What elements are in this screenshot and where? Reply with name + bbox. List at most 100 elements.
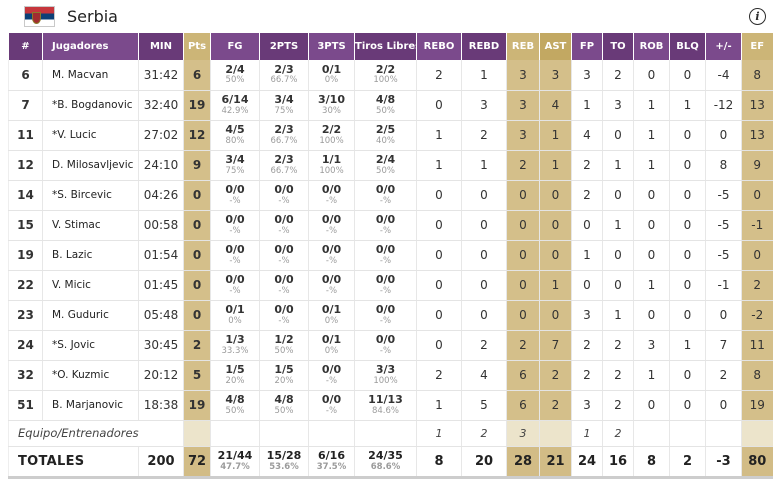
player-minutes: 04:26 [138,180,184,211]
player-rob: 0 [633,240,670,271]
player-minutes: 27:02 [138,120,184,151]
player-free-throws: 2/4 50% [354,150,417,181]
player-row: 51 B. Marjanovic 18:38 19 4/8 50% 4/8 50% … [8,390,773,421]
player-rob: 1 [633,90,670,121]
totals-blq: 2 [669,446,706,478]
player-rebd: 5 [461,390,507,421]
totals-label: TOTALES [8,446,139,478]
player-ef: 0 [741,240,773,271]
col-header-number: # [8,33,43,60]
player-blq: 0 [669,270,706,301]
box-score-table: # Jugadores MIN Pts FG 2PTS 3PTS Tiros L… [8,33,773,479]
player-2pts: 1/5 20% [259,360,309,391]
player-minutes: 30:45 [138,330,184,361]
player-rob: 1 [633,360,670,391]
player-name: M. Guduric [42,300,139,331]
player-rebo: 1 [416,120,462,151]
player-number: 23 [8,300,43,331]
player-minutes: 05:48 [138,300,184,331]
col-header-fp: FP [571,33,603,60]
player-points: 0 [183,270,211,301]
player-rebo: 0 [416,300,462,331]
totals-fp: 24 [571,446,603,478]
player-ef: -1 [741,210,773,241]
player-2pts: 4/8 50% [259,390,309,421]
player-number: 6 [8,60,43,91]
player-fg: 0/1 0% [210,300,260,331]
totals-2pts: 15/28 53.6% [259,446,309,478]
player-2pts: 0/0 -% [259,180,309,211]
column-header-row: # Jugadores MIN Pts FG 2PTS 3PTS Tiros L… [8,33,773,60]
player-ast: 2 [539,360,572,391]
player-ast: 0 [539,210,572,241]
totals-pts: 72 [183,446,211,478]
player-name: *B. Bogdanovic [42,90,139,121]
player-minutes: 01:45 [138,270,184,301]
player-ef: -2 [741,300,773,331]
col-header-rob: ROB [633,33,670,60]
player-fp: 2 [571,180,603,211]
player-blq: 0 [669,360,706,391]
totals-row: TOTALES 200 72 21/44 47.7% 15/28 53.6% 6/1… [8,446,773,478]
player-free-throws: 0/0 -% [354,300,417,331]
player-number: 51 [8,390,43,421]
player-rebo: 2 [416,60,462,91]
player-free-throws: 2/5 40% [354,120,417,151]
player-rob: 1 [633,120,670,151]
player-fp: 0 [571,270,603,301]
player-reb: 0 [506,210,540,241]
team-fp-cell: 1 [571,420,603,447]
player-fp: 4 [571,120,603,151]
team-coaches-row: Equipo/Entrenadores 1 2 3 1 2 [8,420,773,447]
player-3pts: 0/0 -% [308,270,355,301]
player-points: 0 [183,210,211,241]
player-rebd: 0 [461,240,507,271]
player-fg: 1/3 33.3% [210,330,260,361]
player-to: 1 [602,150,634,181]
player-fg: 0/0 -% [210,210,260,241]
totals-rebd: 20 [461,446,507,478]
player-name: B. Marjanovic [42,390,139,421]
team-rob-cell [633,420,670,447]
player-ef: 0 [741,180,773,211]
player-blq: 0 [669,180,706,211]
player-3pts: 0/0 -% [308,210,355,241]
col-header-to: TO [602,33,634,60]
player-points: 19 [183,90,211,121]
player-free-throws: 0/0 -% [354,330,417,361]
player-row: 7 *B. Bogdanovic 32:40 19 6/14 42.9% 3/4 7… [8,90,773,121]
team-ef-cell [741,420,773,447]
player-row: 15 V. Stimac 00:58 0 0/0 -% 0/0 -% 0/0 -% 0… [8,210,773,241]
player-plusminus: -4 [705,60,742,91]
player-ef: 11 [741,330,773,361]
player-reb: 2 [506,330,540,361]
col-header-3pts: 3PTS [308,33,355,60]
player-rob: 0 [633,210,670,241]
col-header-2pts: 2PTS [259,33,309,60]
player-blq: 0 [669,300,706,331]
player-reb: 0 [506,300,540,331]
player-rebd: 0 [461,300,507,331]
totals-ft: 24/35 68.6% [354,446,417,478]
player-ef: 2 [741,270,773,301]
player-fg: 3/4 75% [210,150,260,181]
info-icon[interactable]: i [749,7,766,25]
player-rebo: 1 [416,150,462,181]
player-reb: 2 [506,150,540,181]
player-rebo: 0 [416,90,462,121]
col-header-rebd: REBD [461,33,507,60]
team-rebd-cell: 2 [461,420,507,447]
totals-min: 200 [138,446,184,478]
player-to: 1 [602,300,634,331]
player-points: 0 [183,300,211,331]
player-points: 6 [183,60,211,91]
player-fg: 1/5 20% [210,360,260,391]
player-rob: 3 [633,330,670,361]
player-name: B. Lazic [42,240,139,271]
player-rebd: 0 [461,270,507,301]
player-fg: 0/0 -% [210,180,260,211]
player-to: 2 [602,60,634,91]
player-name: *S. Jovic [42,330,139,361]
player-2pts: 3/4 75% [259,90,309,121]
player-points: 5 [183,360,211,391]
